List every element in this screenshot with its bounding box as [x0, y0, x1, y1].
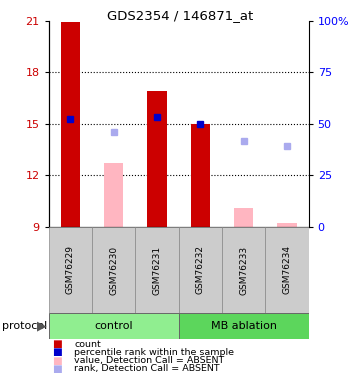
Bar — [49, 227, 92, 313]
Bar — [104, 163, 123, 227]
Text: ■: ■ — [52, 364, 62, 374]
Text: GSM76232: GSM76232 — [196, 246, 205, 294]
Text: MB ablation: MB ablation — [211, 321, 277, 331]
Text: control: control — [95, 321, 133, 331]
Bar — [135, 227, 179, 313]
Text: ■: ■ — [52, 348, 62, 357]
Text: GSM76229: GSM76229 — [66, 246, 75, 294]
Bar — [92, 227, 135, 313]
Bar — [234, 208, 253, 227]
Text: GSM76234: GSM76234 — [283, 246, 291, 294]
Bar — [49, 313, 179, 339]
Text: ■: ■ — [52, 339, 62, 349]
Text: value, Detection Call = ABSENT: value, Detection Call = ABSENT — [74, 356, 224, 365]
Bar — [179, 227, 222, 313]
Text: count: count — [74, 340, 101, 349]
Bar — [179, 313, 309, 339]
Bar — [61, 22, 80, 227]
Text: protocol: protocol — [2, 321, 47, 331]
Bar — [191, 124, 210, 227]
Text: ■: ■ — [52, 356, 62, 366]
Text: GDS2354 / 146871_at: GDS2354 / 146871_at — [107, 9, 254, 22]
Text: ▶: ▶ — [38, 320, 47, 333]
Bar — [222, 227, 265, 313]
Text: percentile rank within the sample: percentile rank within the sample — [74, 348, 234, 357]
Bar — [265, 227, 309, 313]
Text: rank, Detection Call = ABSENT: rank, Detection Call = ABSENT — [74, 364, 219, 374]
Text: GSM76233: GSM76233 — [239, 246, 248, 295]
Text: GSM76230: GSM76230 — [109, 246, 118, 295]
Text: GSM76231: GSM76231 — [153, 246, 161, 295]
Bar — [147, 91, 167, 227]
Bar — [277, 224, 297, 227]
